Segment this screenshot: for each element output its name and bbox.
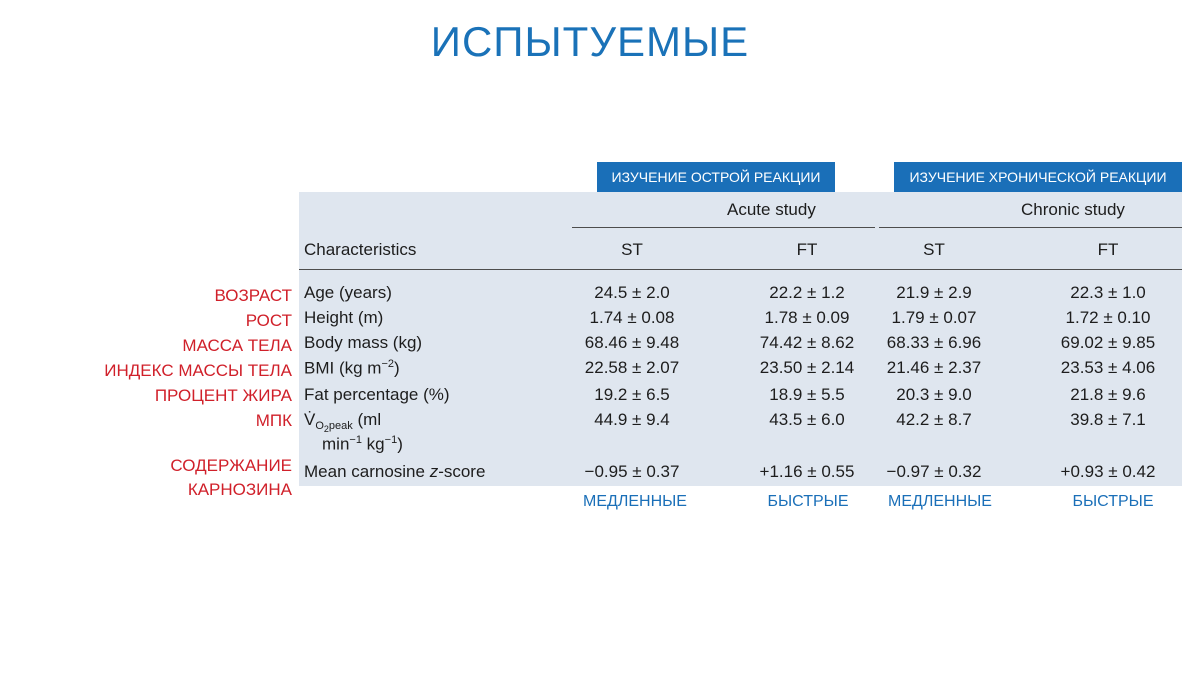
row-label-body-mass: Body mass (kg): [304, 333, 423, 352]
cell-body-mass-chronic-ft: 69.02 ± 9.85: [1060, 333, 1156, 352]
row-label-age: Age (years): [304, 283, 392, 302]
bmi-label-exponent: −2: [381, 358, 394, 370]
cell-body-mass-chronic-st: 68.33 ± 6.96: [886, 333, 982, 352]
cell-body-mass-acute-st: 68.46 ± 9.48: [584, 333, 680, 352]
col-header-acute-st: ST: [621, 240, 643, 259]
vo2-sub-2: 2: [323, 424, 329, 435]
carnosine-label-z: z: [429, 462, 439, 481]
bottom-label-slow-acute: МЕДЛЕННЫЕ: [583, 493, 687, 510]
cell-carnosine-chronic-ft: +0.93 ± 0.42: [1060, 462, 1156, 481]
cell-bmi-chronic-ft: 23.53 ± 4.06: [1060, 358, 1156, 377]
cell-bmi-acute-ft: 23.50 ± 2.14: [759, 358, 855, 377]
col-header-chronic-st: ST: [923, 240, 945, 259]
cell-carnosine-acute-st: −0.95 ± 0.37: [584, 462, 680, 481]
cell-carnosine-acute-ft: +1.16 ± 0.55: [759, 462, 855, 481]
ru-label-carnosine-1: СОДЕРЖАНИЕ: [170, 456, 292, 475]
slide-title: ИСПЫТУЕМЫЕ: [430, 18, 750, 65]
row-label-vo2peak: V̇O2peak (ml: [304, 410, 381, 435]
ru-label-age: ВОЗРАСТ: [214, 286, 292, 305]
col-header-acute-ft: FT: [796, 240, 818, 259]
vo2-sub-o: O: [315, 420, 324, 433]
vo2-unit-close: ): [397, 434, 403, 454]
cell-bmi-acute-st: 22.58 ± 2.07: [584, 358, 680, 377]
cell-height-acute-ft: 1.78 ± 0.09: [764, 308, 850, 327]
vo2-unit-kg: kg: [361, 434, 385, 454]
ru-label-height: РОСТ: [245, 311, 292, 330]
cell-body-mass-acute-ft: 74.42 ± 8.62: [759, 333, 855, 352]
chronic-header-rule: [879, 227, 1182, 228]
bmi-label-text: BMI (kg m: [304, 358, 382, 378]
ru-label-carnosine-2: КАРНОЗИНА: [187, 480, 292, 499]
cell-fat-acute-ft: 18.9 ± 5.5: [769, 385, 845, 404]
characteristics-table: [299, 192, 1182, 486]
cell-vo2-acute-st: 44.9 ± 9.4: [594, 410, 670, 429]
bottom-label-slow-chronic: МЕДЛЕННЫЕ: [888, 493, 992, 510]
row-label-vo2peak-line2: min−1 kg−1): [322, 434, 403, 455]
acute-study-tag: ИЗУЧЕНИЕ ОСТРОЙ РЕАКЦИИ: [597, 162, 835, 192]
acute-header-rule: [572, 227, 875, 228]
vo2-unit-start: (ml: [352, 410, 382, 429]
cell-height-chronic-ft: 1.72 ± 0.10: [1065, 308, 1151, 327]
row-label-height: Height (m): [304, 308, 384, 327]
ru-label-vo2max: МПК: [255, 411, 292, 430]
ru-label-body-mass: МАССА ТЕЛА: [182, 336, 292, 355]
ru-label-bmi: ИНДЕКС МАССЫ ТЕЛА: [104, 361, 292, 380]
vo2-sub-peak: peak: [328, 420, 353, 433]
chronic-study-header: Chronic study: [1021, 200, 1125, 219]
carnosine-label-b: -score: [438, 462, 486, 481]
cell-vo2-acute-ft: 43.5 ± 6.0: [769, 410, 845, 429]
acute-study-header: Acute study: [727, 200, 816, 219]
ru-label-fat: ПРОЦЕНТ ЖИРА: [154, 386, 292, 405]
vo2-unit-min-exp: −1: [349, 434, 362, 446]
cell-fat-acute-st: 19.2 ± 6.5: [594, 385, 670, 404]
bottom-label-fast-acute: БЫСТРЫЕ: [767, 493, 849, 510]
chronic-study-tag: ИЗУЧЕНИЕ ХРОНИЧЕСКОЙ РЕАКЦИИ: [894, 162, 1182, 192]
cell-age-chronic-ft: 22.3 ± 1.0: [1070, 283, 1146, 302]
row-label-fat-percentage: Fat percentage (%): [304, 385, 450, 404]
cell-age-chronic-st: 21.9 ± 2.9: [896, 283, 972, 302]
cell-vo2-chronic-ft: 39.8 ± 7.1: [1070, 410, 1146, 429]
vo2-unit-min: min: [322, 434, 350, 454]
col-header-chronic-ft: FT: [1097, 240, 1119, 259]
cell-bmi-chronic-st: 21.46 ± 2.37: [886, 358, 982, 377]
vo2-v-symbol: V̇: [304, 410, 316, 429]
bmi-label-close: ): [394, 358, 400, 378]
row-label-carnosine: Mean carnosine z-score: [304, 462, 485, 482]
characteristics-header: Characteristics: [304, 240, 417, 259]
carnosine-label-a: Mean carnosine: [304, 462, 430, 481]
cell-height-acute-st: 1.74 ± 0.08: [589, 308, 675, 327]
header-rule: [299, 269, 1182, 270]
cell-vo2-chronic-st: 42.2 ± 8.7: [896, 410, 972, 429]
cell-fat-chronic-st: 20.3 ± 9.0: [896, 385, 972, 404]
cell-age-acute-ft: 22.2 ± 1.2: [769, 283, 845, 302]
cell-height-chronic-st: 1.79 ± 0.07: [891, 308, 977, 327]
bottom-label-fast-chronic: БЫСТРЫЕ: [1072, 493, 1154, 510]
row-label-bmi: BMI (kg m−2): [304, 358, 400, 379]
cell-age-acute-st: 24.5 ± 2.0: [594, 283, 670, 302]
cell-fat-chronic-ft: 21.8 ± 9.6: [1070, 385, 1146, 404]
cell-carnosine-chronic-st: −0.97 ± 0.32: [886, 462, 982, 481]
vo2-unit-kg-exp: −1: [384, 434, 398, 446]
